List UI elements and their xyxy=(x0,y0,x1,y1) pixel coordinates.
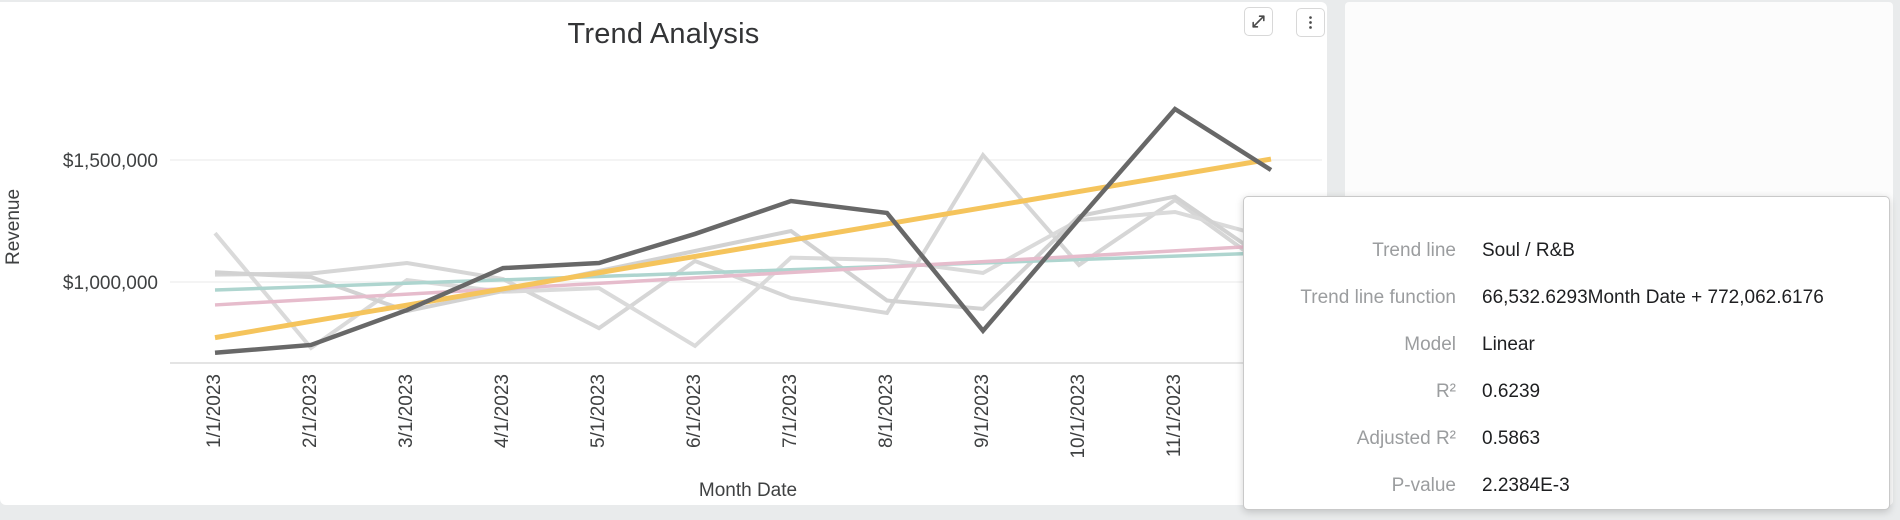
trend-chart xyxy=(170,106,1322,364)
x-tick-label: 3/1/2023 xyxy=(396,374,417,448)
tooltip-row-value: 0.5863 xyxy=(1482,427,1541,449)
y-axis-title: Revenue xyxy=(3,188,24,266)
x-tick-label: 2/1/2023 xyxy=(300,374,321,448)
series-line-soul-rb[interactable] xyxy=(214,106,1273,356)
trend-line-trend-teal[interactable] xyxy=(214,250,1272,292)
trend-line-tooltip: Trend line Soul / R&B Trend line function 6… xyxy=(1243,196,1890,510)
chart-title: Trend Analysis xyxy=(567,18,760,50)
x-tick-label: 11/1/2023 xyxy=(1164,374,1185,458)
tooltip-row-value: Soul / R&B xyxy=(1482,239,1575,261)
x-tick-label: 9/1/2023 xyxy=(972,374,993,448)
tooltip-row-value: 0.6239 xyxy=(1482,380,1541,402)
y-tick-label: $1,000,000 xyxy=(62,273,158,294)
tooltip-row-label: P-value xyxy=(1391,474,1456,496)
series-line-other-series-2[interactable] xyxy=(213,209,1272,351)
tooltip-row-label: Trend line function xyxy=(1300,286,1456,308)
tooltip-row-value: 66,532.6293Month Date + 772,062.6176 xyxy=(1482,286,1824,308)
x-tick-label: 10/1/2023 xyxy=(1068,374,1089,459)
tooltip-row-label: Trend line xyxy=(1372,239,1456,261)
x-tick-label: 5/1/2023 xyxy=(588,374,609,448)
expand-icon xyxy=(1250,13,1267,30)
trend-line-trend-pink[interactable] xyxy=(214,243,1272,307)
tooltip-row-value: 2.2384E-3 xyxy=(1482,474,1570,496)
x-tick-label: 4/1/2023 xyxy=(492,374,513,448)
expand-button[interactable] xyxy=(1244,7,1273,36)
x-tick-label: 6/1/2023 xyxy=(684,374,705,448)
trend-line-soul-rb[interactable] xyxy=(214,156,1272,341)
tooltip-row-label: Model xyxy=(1404,333,1456,355)
tooltip-row-label: R² xyxy=(1435,380,1456,402)
more-options-button[interactable] xyxy=(1296,8,1325,37)
x-axis-title: Month Date xyxy=(698,480,798,501)
kebab-menu-icon xyxy=(1302,14,1319,31)
y-tick-label: $1,500,000 xyxy=(62,151,158,172)
x-tick-label: 7/1/2023 xyxy=(780,374,801,448)
tooltip-row-label: Adjusted R² xyxy=(1356,427,1456,449)
x-tick-label: 1/1/2023 xyxy=(204,374,225,448)
trend-analysis-card: Trend Analysis $1,500,000 $1,000,000 Rev… xyxy=(0,2,1327,505)
x-tick-label: 8/1/2023 xyxy=(876,374,897,448)
tooltip-row-value: Linear xyxy=(1482,333,1535,355)
